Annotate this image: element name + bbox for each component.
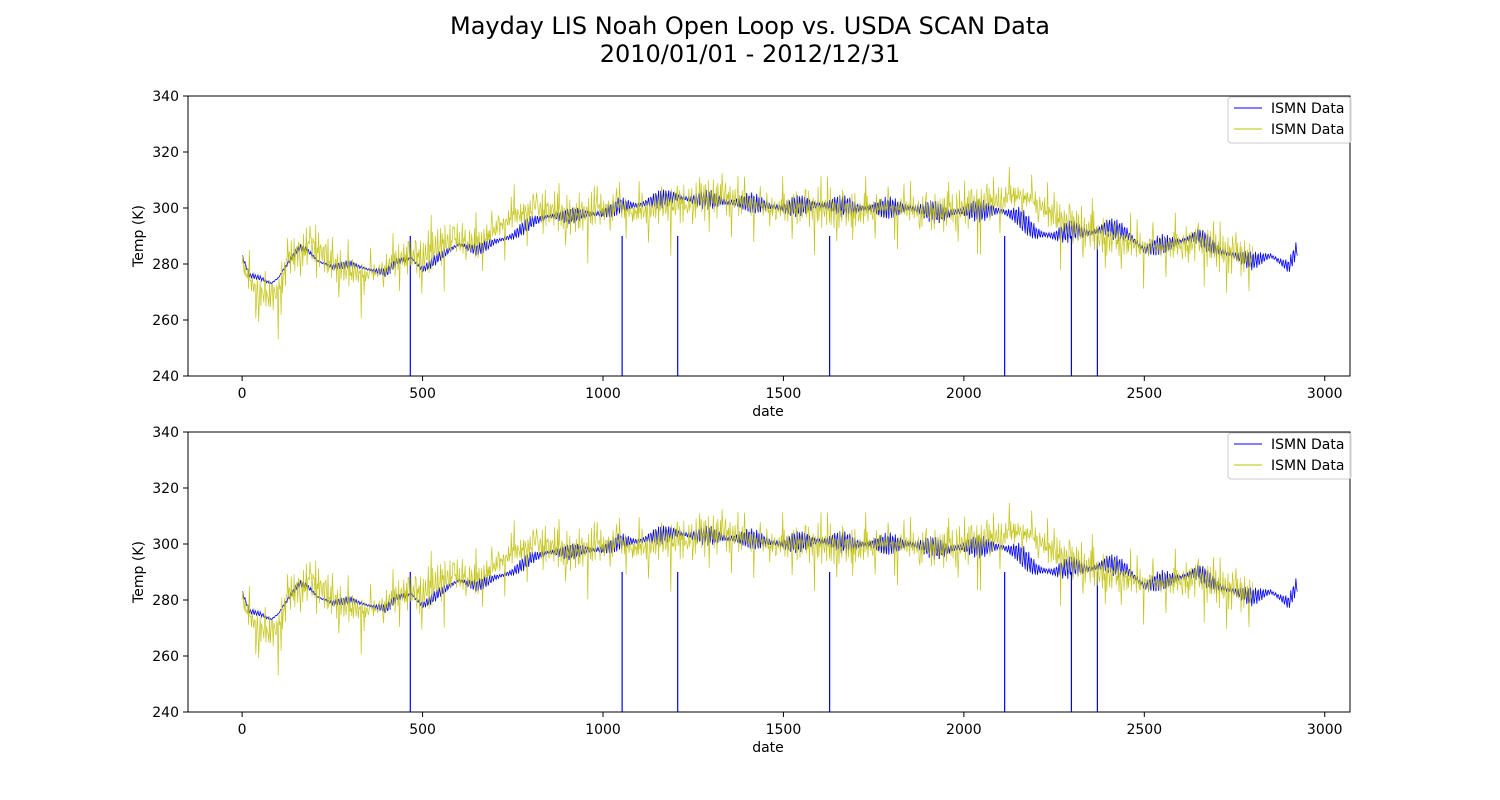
series-1	[241, 525, 1298, 712]
y-tick-label: 240	[152, 705, 179, 721]
legend-label: ISMN Data	[1271, 122, 1344, 138]
y-tick-label: 340	[152, 89, 179, 105]
x-axis-label: date	[752, 740, 784, 756]
axes-frame	[187, 431, 1351, 713]
chart-panel-2: 0 500 1000 1500 2000 2500 3000 240 260 280 300 320 3…	[131, 425, 1352, 756]
x-tick-label: 0	[238, 722, 247, 738]
y-tick-label: 280	[152, 257, 179, 273]
x-tick-label: 1500	[766, 386, 802, 402]
axes-frame	[187, 95, 1351, 377]
y-tick-label: 260	[152, 313, 179, 329]
x-tick-label: 500	[409, 722, 436, 738]
y-axis-label: Temp (K)	[131, 205, 147, 268]
series-line	[241, 502, 1253, 676]
x-tick-label: 1500	[766, 722, 802, 738]
x-tick-label: 2500	[1126, 386, 1162, 402]
figure-title-line1: Mayday LIS Noah Open Loop vs. USDA SCAN …	[450, 12, 1050, 40]
legend-label: ISMN Data	[1271, 437, 1344, 453]
series-line	[241, 525, 1298, 621]
y-tick-label: 320	[152, 145, 179, 161]
series-line	[241, 189, 1298, 285]
series-line	[241, 166, 1253, 340]
legend: ISMN Data ISMN Data	[1227, 432, 1352, 480]
x-tick-label: 500	[409, 386, 436, 402]
x-tick-label: 2000	[946, 722, 982, 738]
chart-panel-1: 0 500 1000 1500 2000 2500 3000 240 260 280 300 320 3…	[131, 89, 1352, 420]
y-tick-label: 320	[152, 481, 179, 497]
y-tick-label: 240	[152, 369, 179, 385]
x-tick-label: 1000	[585, 386, 621, 402]
x-tick-label: 1000	[585, 722, 621, 738]
x-tick-label: 2000	[946, 386, 982, 402]
x-axis-label: date	[752, 404, 784, 420]
y-tick-label: 300	[152, 537, 179, 553]
x-tick-label: 3000	[1307, 722, 1343, 738]
y-tick-label: 260	[152, 649, 179, 665]
y-tick-label: 280	[152, 593, 179, 609]
series-2	[241, 502, 1253, 676]
legend-label: ISMN Data	[1271, 458, 1344, 474]
y-tick-label: 300	[152, 201, 179, 217]
figure-title-line2: 2010/01/01 - 2012/12/31	[599, 40, 901, 68]
x-tick-label: 0	[238, 386, 247, 402]
series-2	[241, 166, 1253, 340]
y-axis-label: Temp (K)	[131, 541, 147, 604]
legend: ISMN Data ISMN Data	[1227, 96, 1352, 144]
y-tick-label: 340	[152, 425, 179, 441]
series-1	[241, 189, 1298, 376]
legend-label: ISMN Data	[1271, 101, 1344, 117]
x-tick-label: 2500	[1126, 722, 1162, 738]
x-tick-label: 3000	[1307, 386, 1343, 402]
